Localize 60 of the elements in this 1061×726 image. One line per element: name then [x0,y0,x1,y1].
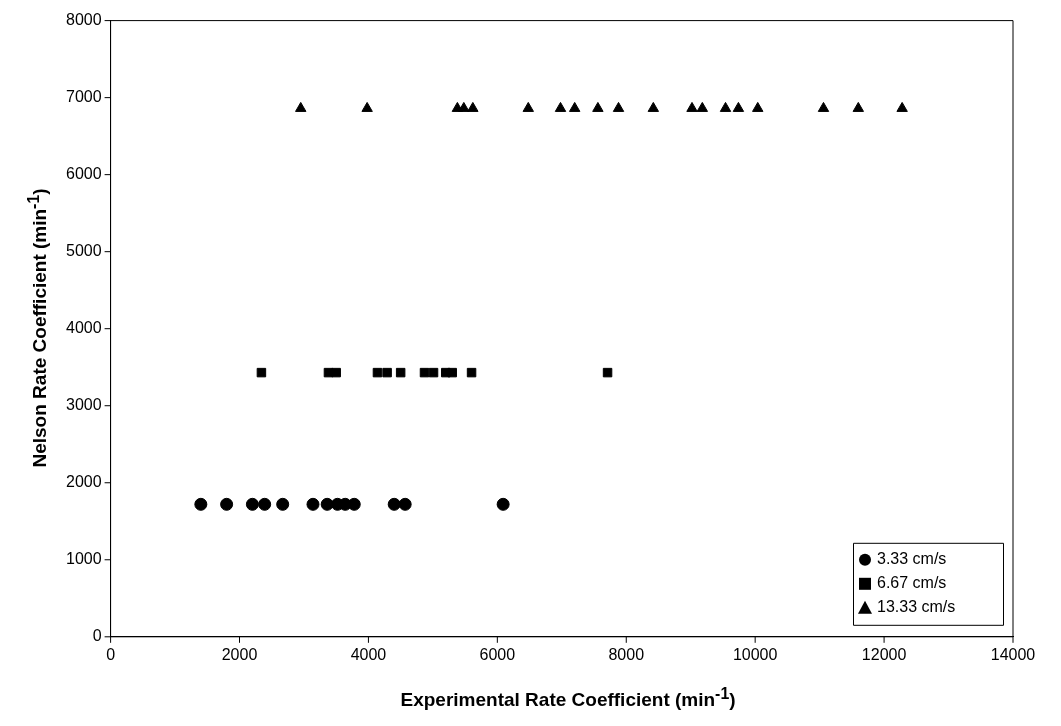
point [220,497,234,511]
point [466,367,477,378]
x-axis-title: Experimental Rate Coefficient (min$^{-1}$) [400,684,736,712]
x-tick-label: 6000 [479,645,516,663]
point [647,101,660,112]
point [398,497,412,511]
y-tick-label: 5000 [66,242,102,260]
point [320,497,334,511]
point [245,497,259,511]
point [347,497,361,511]
point [496,497,510,511]
point [395,367,406,378]
point [194,497,208,511]
point [258,497,272,511]
x-tick-label: 10000 [732,645,778,663]
legend-label: 13.33 cm/s [877,598,956,616]
point [602,367,613,378]
point [612,101,625,112]
point [852,101,864,112]
y-tick-label: 2000 [66,473,102,491]
point [458,101,470,112]
x-tick-label: 2000 [221,645,258,663]
point [382,367,392,378]
x-tick-label: 0 [106,645,116,663]
point [447,367,457,378]
point [752,101,764,112]
point [554,101,567,112]
point [696,101,709,112]
point [719,101,732,112]
point [295,101,307,112]
y-tick-label: 3000 [66,396,102,414]
point [419,367,430,378]
point [896,101,908,112]
point [467,101,479,112]
y-tick-label: 6000 [66,165,102,183]
x-tick-label: 12000 [861,645,907,663]
point [256,367,267,378]
point [686,101,698,112]
point [276,497,290,511]
legend-label: 6.67 cm/s [877,574,947,592]
point [592,101,604,112]
point [428,367,439,378]
point [306,497,320,511]
point [372,367,383,378]
y-tick-label: 4000 [66,319,102,337]
point [568,101,581,112]
x-tick-label: 8000 [608,645,645,663]
y-tick-label: 7000 [66,88,102,106]
x-tick-label: 14000 [990,645,1036,663]
point [387,497,401,511]
point [817,101,830,112]
point [522,101,534,112]
x-tick-label: 4000 [350,645,387,663]
point [331,367,341,378]
y-tick-label: 8000 [66,11,102,29]
y-tick-label: 0 [92,627,102,645]
y-tick-label: 1000 [66,550,102,568]
point [361,101,373,112]
point [732,101,745,112]
legend-label: 3.33 cm/s [877,550,947,568]
